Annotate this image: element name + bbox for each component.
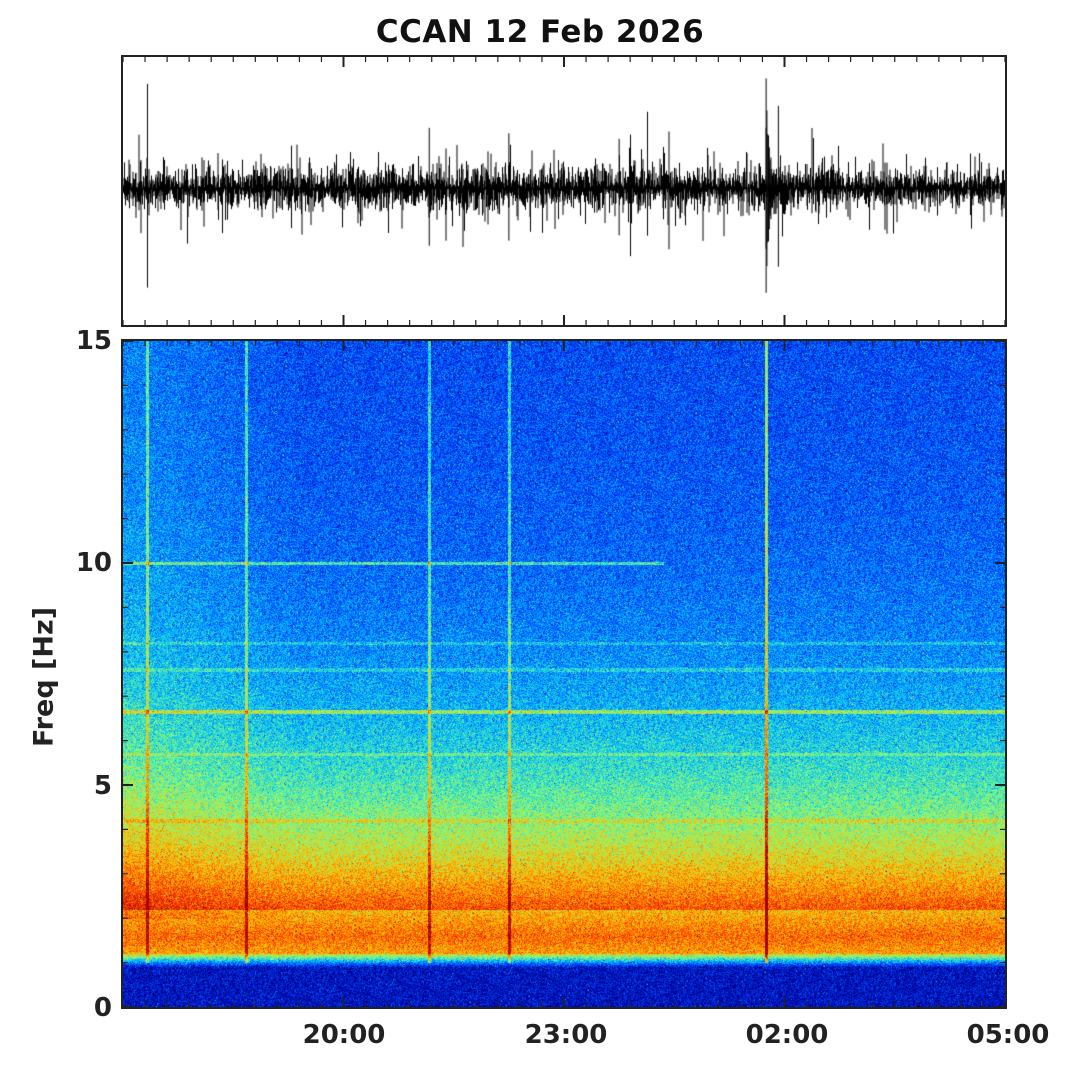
y-tick-10: 10 <box>75 548 112 578</box>
y-tick-5: 5 <box>93 771 112 801</box>
seismogram-trace <box>123 57 1005 325</box>
x-tick-2000: 20:00 <box>302 1020 386 1050</box>
y-tick-0: 0 <box>93 993 112 1023</box>
y-tick-15: 15 <box>75 326 112 356</box>
x-tick-2300: 23:00 <box>524 1020 608 1050</box>
spectrogram-heatmap <box>123 341 1005 1007</box>
y-axis-label: Freq [Hz] <box>28 606 60 748</box>
x-tick-0500: 05:00 <box>966 1020 1050 1050</box>
x-tick-0200: 02:00 <box>745 1020 829 1050</box>
chart-title: CCAN 12 Feb 2026 <box>375 14 705 50</box>
spectrogram-panel <box>121 339 1007 1009</box>
seismogram-panel <box>121 55 1007 327</box>
